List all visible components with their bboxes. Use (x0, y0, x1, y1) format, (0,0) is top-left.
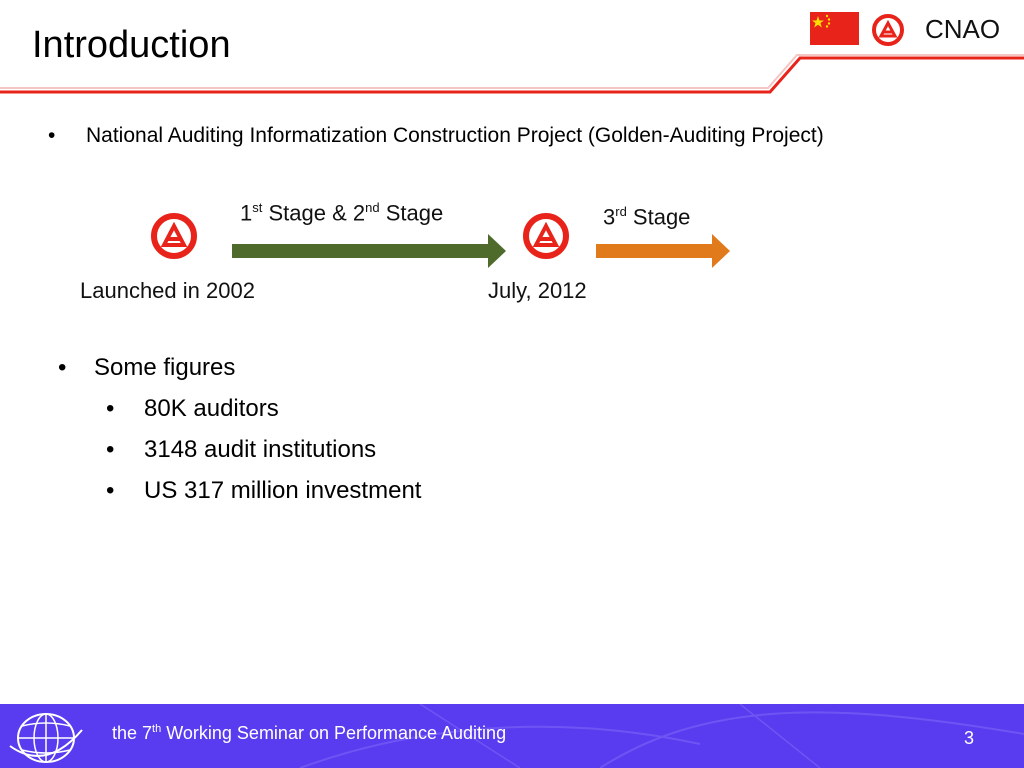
footer-decoration (299, 704, 1024, 768)
slide-title: Introduction (32, 24, 231, 66)
stage-3-label-part: 3 (603, 204, 616, 230)
figure-item-text: 3148 audit institutions (144, 436, 377, 463)
footer-bar: the 7th Working Seminar on Performance A… (0, 704, 1024, 768)
stage-3-arrow (596, 234, 730, 268)
stage-1-2-label-sup: nd (365, 200, 380, 215)
stage-3-label-sup: rd (615, 204, 627, 219)
timeline-mid-label: July, 2012 (488, 278, 587, 303)
stage-3-label-part: Stage (626, 204, 691, 230)
page-number: 3 (964, 728, 975, 748)
stage-1-2-arrow (232, 234, 506, 268)
footer-text-part: the 7 (112, 723, 153, 743)
globe-icon (9, 713, 83, 763)
stage-1-2-label-part: Stage (379, 200, 444, 226)
bullet-dot: • (106, 436, 115, 463)
bullet-text: National Auditing Informatization Constr… (86, 124, 824, 147)
footer-text-part: Working Seminar on Performance Auditing (161, 723, 507, 743)
stage-1-2-label: 1st Stage & 2nd Stage (240, 200, 443, 226)
footer-seminar-title: the 7th Working Seminar on Performance A… (112, 723, 506, 744)
header-divider-line (0, 54, 1024, 94)
cnao-timeline-start-icon (151, 213, 197, 259)
china-flag-icon (810, 12, 859, 45)
figure-item-text: US 317 million investment (144, 477, 422, 504)
figure-item-text: 80K auditors (144, 395, 279, 422)
org-name: CNAO (925, 14, 1001, 44)
bullet-dot: • (106, 477, 115, 504)
stage-1-2-label-sup: st (252, 200, 263, 215)
bullet-dot: • (48, 124, 56, 147)
footer-text-sup: th (152, 723, 162, 735)
stage-3-label: 3rd Stage (603, 204, 690, 230)
cnao-timeline-mid-icon (523, 213, 569, 259)
figures-heading-text: Some figures (94, 354, 236, 381)
timeline-start-label: Launched in 2002 (80, 278, 255, 303)
bullet-dot: • (58, 354, 67, 381)
stage-1-2-label-part: 1 (240, 200, 253, 226)
stage-1-2-label-part: Stage & 2 (262, 200, 366, 226)
cnao-logo-icon (872, 14, 904, 46)
bullet-dot: • (106, 395, 115, 422)
